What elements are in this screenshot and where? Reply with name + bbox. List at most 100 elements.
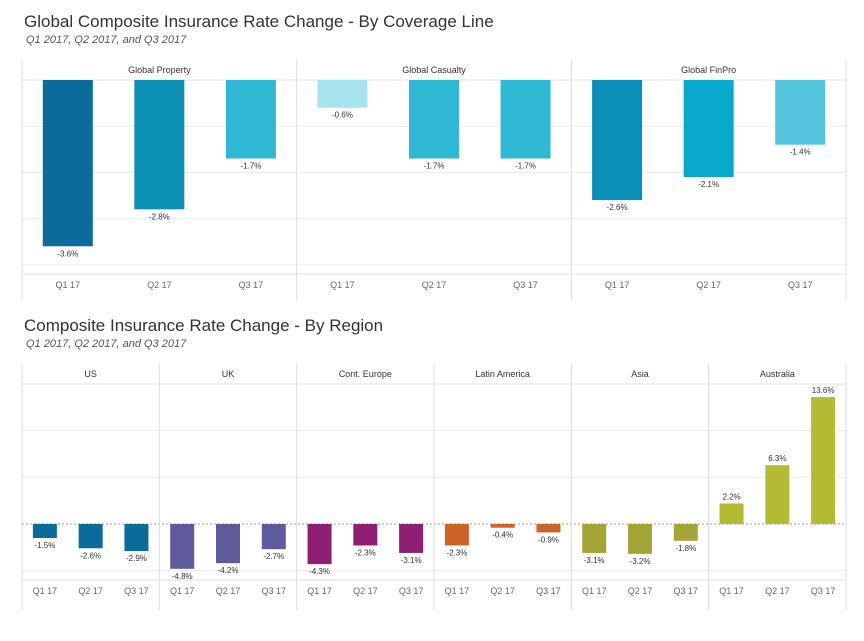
bar[interactable]	[170, 524, 195, 569]
x-tick-label: Q3 17	[788, 280, 813, 290]
panel-header-label: US	[84, 369, 97, 379]
panel-cont-europe: Cont. Europe -4.3% Q1 17 -2.3% Q2 17 -3.1% Q3 …	[307, 369, 423, 596]
panel-header-label: Australia	[760, 369, 795, 379]
x-tick-label: Q2 17	[490, 586, 515, 596]
x-tick-label: Q3 17	[536, 586, 561, 596]
x-tick-label: Q2 17	[628, 586, 653, 596]
panel-header-label: Latin America	[475, 369, 530, 379]
panel-header-label: Global FinPro	[681, 65, 736, 75]
bar-value-label: -4.2%	[218, 566, 239, 575]
bar[interactable]	[765, 465, 790, 524]
panel-global-property: Global Property -3.6% Q1 17 -2.8% Q2 17 -1.7%…	[42, 65, 276, 290]
x-tick-label: Q1 17	[445, 586, 470, 596]
panel-header-label: UK	[222, 369, 235, 379]
bar-value-label: -4.8%	[172, 572, 193, 581]
bar-value-label: -2.1%	[698, 180, 719, 189]
bar-value-label: -1.7%	[515, 162, 536, 171]
bar-value-label: 2.2%	[722, 492, 740, 501]
bar[interactable]	[811, 397, 836, 524]
bar[interactable]	[683, 80, 734, 177]
bar[interactable]	[32, 524, 57, 538]
bar[interactable]	[500, 80, 551, 159]
bar[interactable]	[307, 524, 332, 565]
panel-header-label: Global Property	[128, 65, 191, 75]
panel-global-finpro: Global FinPro -2.6% Q1 17 -2.1% Q2 17 -1.4% Q3…	[592, 65, 826, 290]
bar-value-label: -0.9%	[538, 535, 559, 544]
x-tick-label: Q2 17	[147, 280, 172, 290]
bar-value-label: 13.6%	[812, 386, 835, 395]
bar-value-label: -1.5%	[34, 541, 55, 550]
bar[interactable]	[628, 524, 652, 554]
bar-value-label: -2.3%	[355, 548, 376, 557]
bar[interactable]	[775, 80, 826, 145]
x-tick-label: Q1 17	[170, 586, 195, 596]
chart-subtitle-region: Q1 2017, Q2 2017, and Q3 2017	[26, 338, 187, 350]
bar[interactable]	[536, 524, 561, 533]
panel-global-casualty: Global Casualty -0.6% Q1 17 -1.7% Q2 17 -1.7%…	[317, 65, 551, 290]
panel-australia: Australia 2.2% Q1 17 6.3% Q2 17 13.6% Q3 17	[719, 369, 835, 596]
panel-latin-america: Latin America -2.3% Q1 17 -0.4% Q2 17 -0.9% Q3…	[445, 369, 561, 596]
x-tick-label: Q2 17	[696, 280, 721, 290]
bar[interactable]	[261, 524, 286, 550]
bar[interactable]	[490, 524, 515, 528]
bar[interactable]	[42, 80, 93, 247]
bar[interactable]	[124, 524, 149, 552]
bar-value-label: -1.4%	[790, 148, 811, 157]
chart-0: Global Property -3.6% Q1 17 -2.8% Q2 17 -1.7%…	[21, 60, 847, 300]
bar-value-label: -3.2%	[630, 557, 651, 566]
chart-subtitle-coverage: Q1 2017, Q2 2017, and Q3 2017	[26, 34, 187, 46]
bar-value-label: -3.6%	[57, 249, 78, 258]
bar[interactable]	[409, 80, 459, 159]
x-tick-label: Q1 17	[330, 280, 355, 290]
bar-value-label: -2.8%	[149, 212, 170, 221]
bar-value-label: -4.3%	[309, 567, 330, 576]
bar-value-label: -2.3%	[446, 548, 467, 557]
chart-title-coverage: Global Composite Insurance Rate Change -…	[24, 12, 494, 31]
bar-value-label: -0.4%	[492, 531, 513, 540]
panel-header-label: Cont. Europe	[339, 369, 392, 379]
bar[interactable]	[592, 80, 643, 201]
x-tick-label: Q1 17	[605, 280, 630, 290]
x-tick-label: Q3 17	[399, 586, 424, 596]
bar[interactable]	[444, 524, 469, 546]
x-tick-label: Q2 17	[765, 586, 790, 596]
bar-value-label: -3.1%	[584, 556, 605, 565]
x-tick-label: Q2 17	[78, 586, 103, 596]
bar[interactable]	[134, 80, 185, 210]
bar[interactable]	[317, 80, 368, 108]
x-tick-label: Q3 17	[811, 586, 836, 596]
bar-value-label: 6.3%	[768, 454, 786, 463]
x-tick-label: Q3 17	[262, 586, 287, 596]
bar-value-label: -0.6%	[332, 111, 353, 120]
panel-header-label: Asia	[631, 369, 649, 379]
bar[interactable]	[399, 524, 424, 553]
x-tick-label: Q2 17	[422, 280, 447, 290]
panel-header-label: Global Casualty	[402, 65, 466, 75]
chart-1: US -1.5% Q1 17 -2.6% Q2 17 -2.9% Q3 17 UK -4.8% Q…	[21, 364, 847, 610]
bar-value-label: -1.7%	[424, 162, 445, 171]
bar[interactable]	[353, 524, 378, 546]
panel-asia: Asia -3.1% Q1 17 -3.2% Q2 17 -1.8% Q3 17	[582, 369, 698, 596]
x-tick-label: Q2 17	[216, 586, 241, 596]
bar-value-label: -3.1%	[401, 556, 422, 565]
bar[interactable]	[719, 503, 744, 524]
bar[interactable]	[225, 80, 276, 159]
bar[interactable]	[216, 524, 240, 564]
x-tick-label: Q2 17	[353, 586, 378, 596]
panel-uk: UK -4.8% Q1 17 -4.2% Q2 17 -2.7% Q3 17	[170, 369, 286, 596]
x-tick-label: Q3 17	[674, 586, 699, 596]
x-tick-label: Q1 17	[582, 586, 607, 596]
bar[interactable]	[673, 524, 698, 541]
bar-value-label: -2.6%	[80, 551, 101, 560]
x-tick-label: Q3 17	[239, 280, 264, 290]
x-tick-label: Q1 17	[33, 586, 58, 596]
x-tick-label: Q3 17	[124, 586, 149, 596]
bar[interactable]	[582, 524, 607, 553]
x-tick-label: Q1 17	[719, 586, 744, 596]
bar-value-label: -2.9%	[126, 554, 147, 563]
chart-title-region: Composite Insurance Rate Change - By Reg…	[24, 316, 384, 335]
bar-value-label: -2.7%	[263, 552, 284, 561]
panel-us: US -1.5% Q1 17 -2.6% Q2 17 -2.9% Q3 17	[33, 369, 149, 596]
bar[interactable]	[78, 524, 103, 549]
